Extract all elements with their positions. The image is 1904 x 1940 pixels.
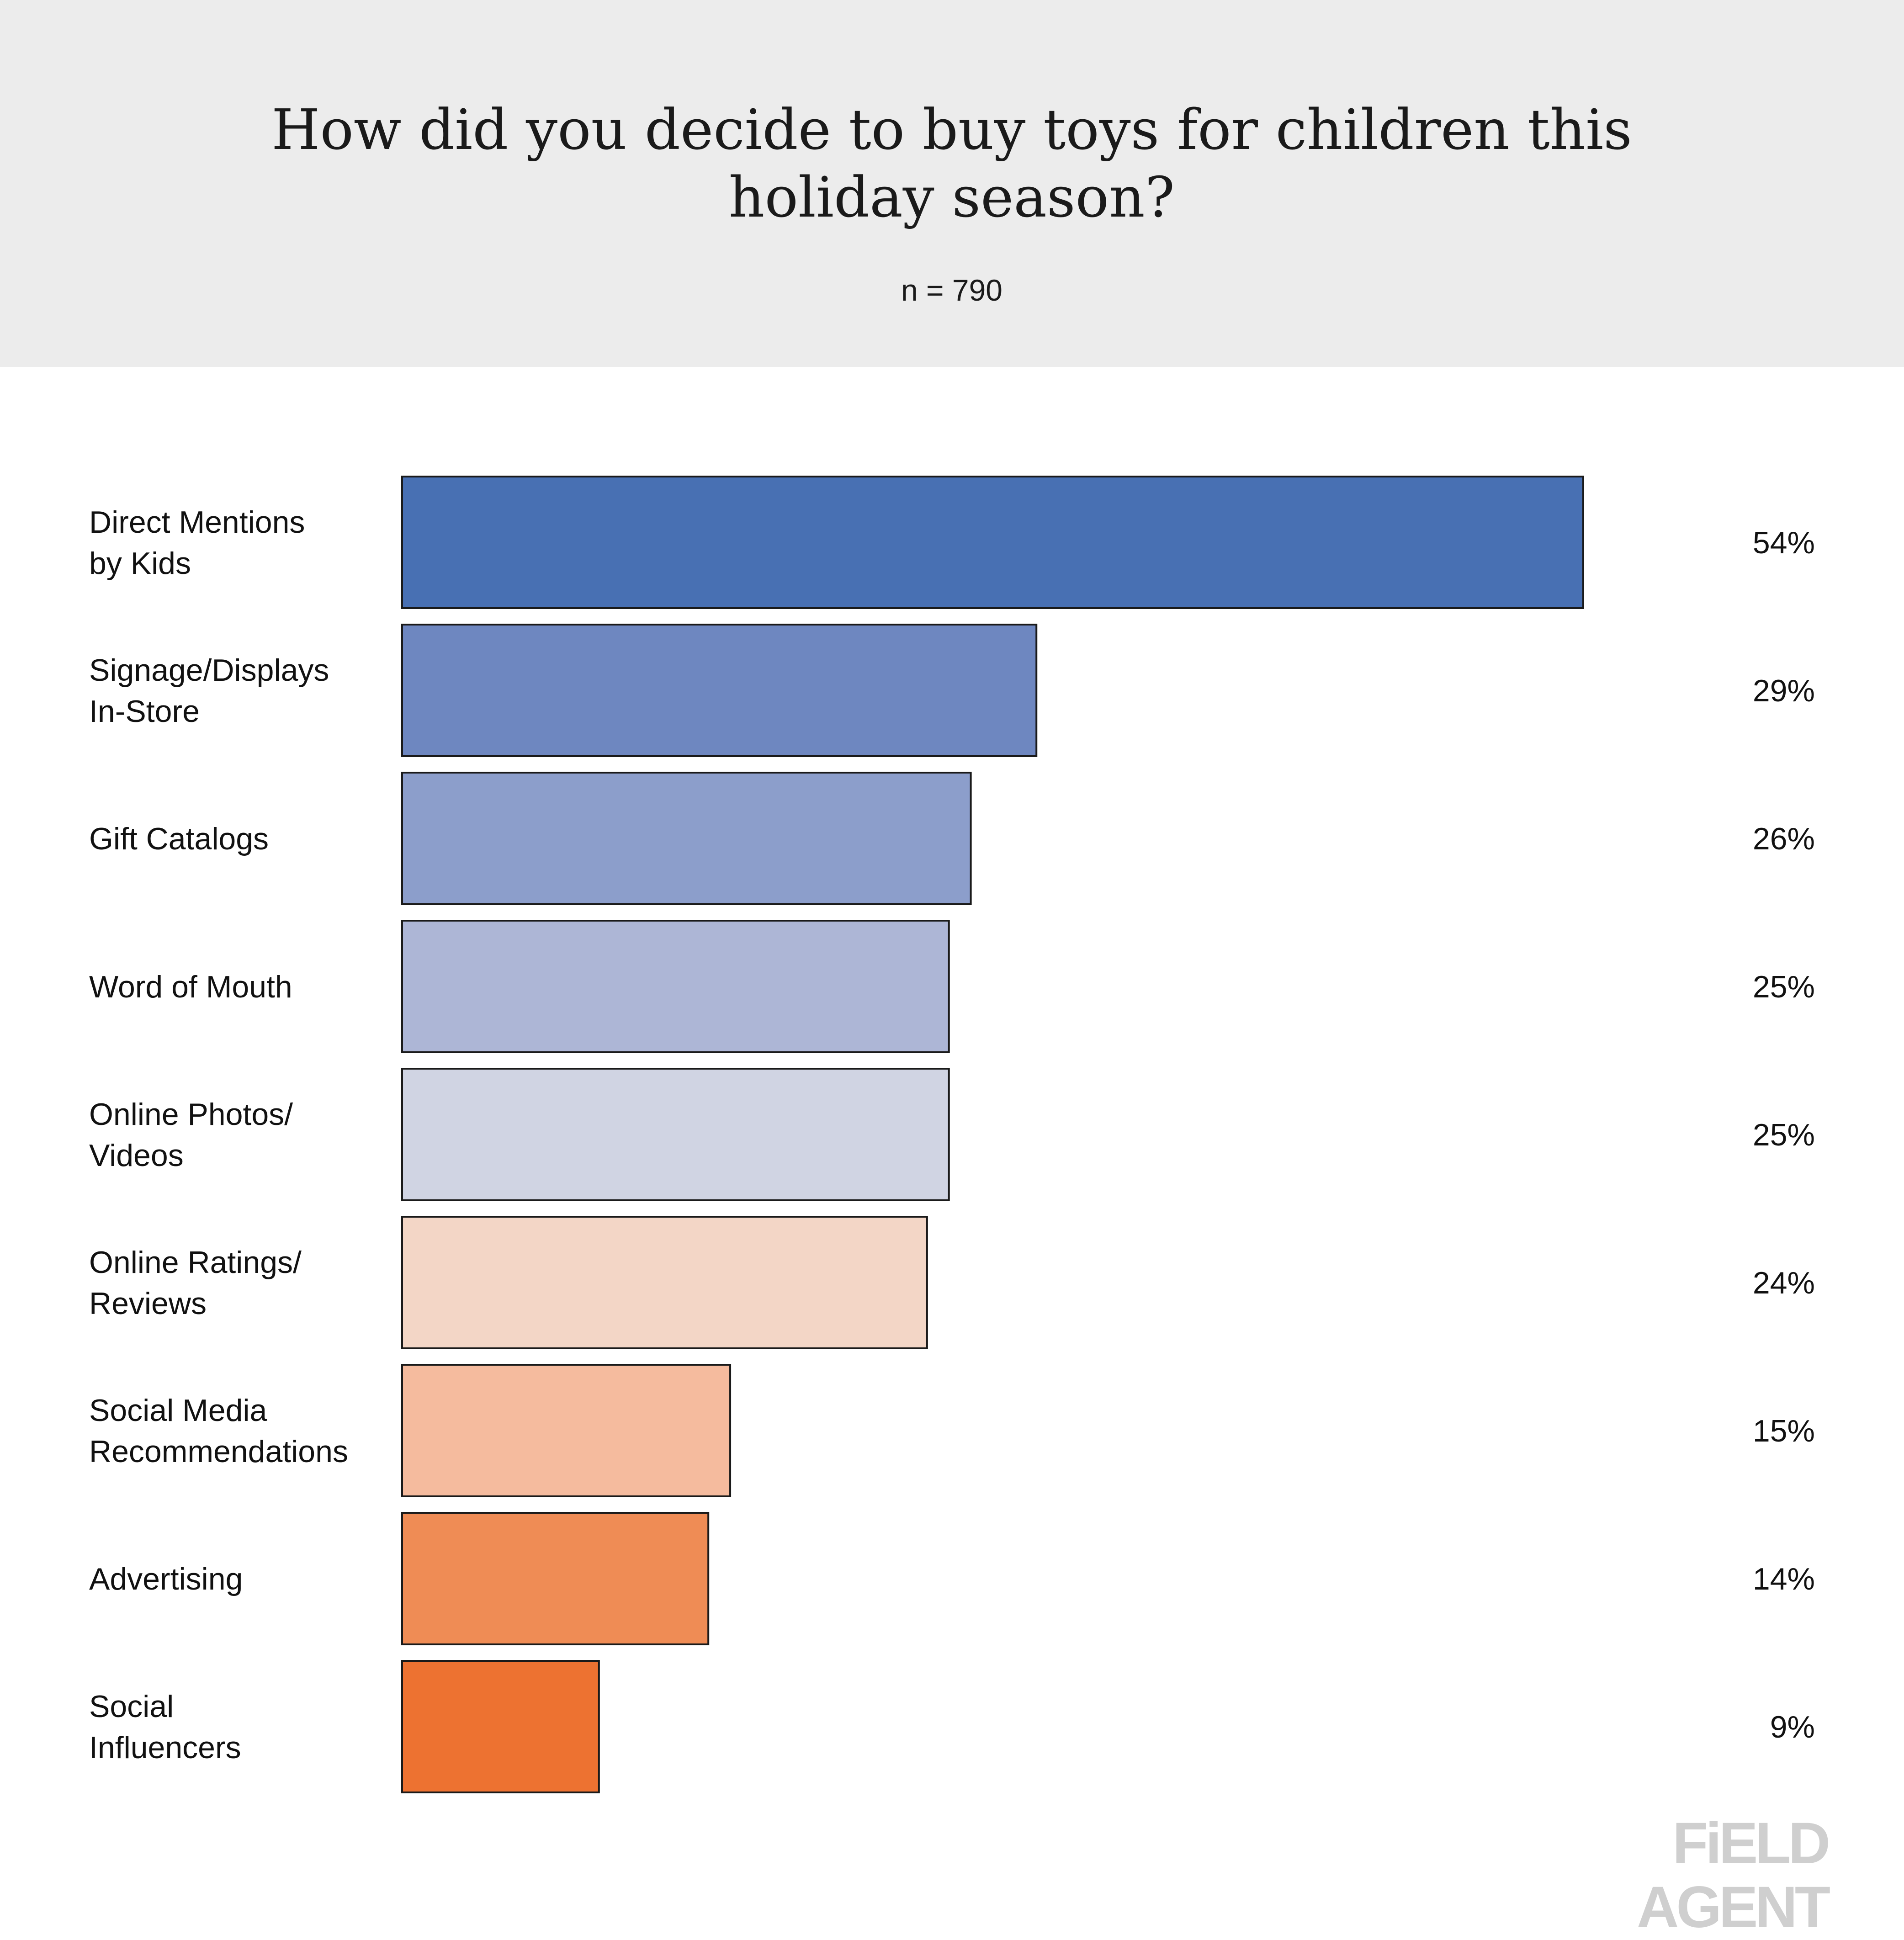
category-label-line: In-Store [89,694,200,729]
category-label-line: Videos [89,1138,184,1173]
category-label-line: by Kids [89,546,191,581]
bar-1 [401,624,1038,757]
category-label-line: Word of Mouth [89,970,292,1004]
category-label: Social Media Recommendations [89,1393,348,1469]
category-label: Word of Mouth [89,970,292,1004]
category-label-line: Influencers [89,1730,241,1765]
bar-8 [401,1660,600,1793]
bar-4 [401,1068,950,1201]
category-label: Online Photos/Videos [89,1097,293,1173]
bar-6 [401,1364,732,1497]
category-label-line: Online Ratings/ [89,1245,302,1280]
header-panel: How did you decide to buy toys for child… [0,0,1904,367]
value-label: 54% [1753,525,1815,560]
field-agent-logo: FiELD AGENT [1637,1811,1830,1940]
value-label: 29% [1753,673,1815,708]
value-label: 15% [1753,1414,1815,1448]
value-label: 25% [1753,1118,1815,1152]
category-label-line: Signage/Displays [89,653,329,688]
category-label: Gift Catalogs [89,822,269,856]
category-label: Direct Mentions by Kids [89,505,305,581]
sample-size: n = 790 [901,273,1003,307]
bar-2 [401,772,972,905]
bar-3 [401,920,950,1053]
value-label: 26% [1753,822,1815,856]
chart-title: How did you decide to buy toys for child… [271,97,1632,230]
value-label: 24% [1753,1266,1815,1300]
category-label-line: Direct Mentions [89,505,305,540]
category-label-line: Social Media [89,1393,267,1428]
value-label: 9% [1770,1710,1815,1744]
category-label: Social Influencers [89,1689,241,1765]
category-label: Online Ratings/Reviews [89,1245,302,1321]
bar-5 [401,1216,928,1349]
bar-7 [401,1512,710,1645]
category-label-line: Reviews [89,1286,207,1321]
category-label-line: Social [89,1689,174,1724]
category-label-line: Recommendations [89,1434,348,1469]
value-label: 25% [1753,970,1815,1004]
category-label-line: Online Photos/ [89,1097,293,1132]
category-label: Advertising [89,1562,243,1596]
category-label-line: Gift Catalogs [89,822,269,856]
category-label-line: Advertising [89,1562,243,1596]
value-label: 14% [1753,1562,1815,1596]
category-label: Signage/Displays In-Store [89,653,329,729]
bar-0 [401,476,1584,609]
